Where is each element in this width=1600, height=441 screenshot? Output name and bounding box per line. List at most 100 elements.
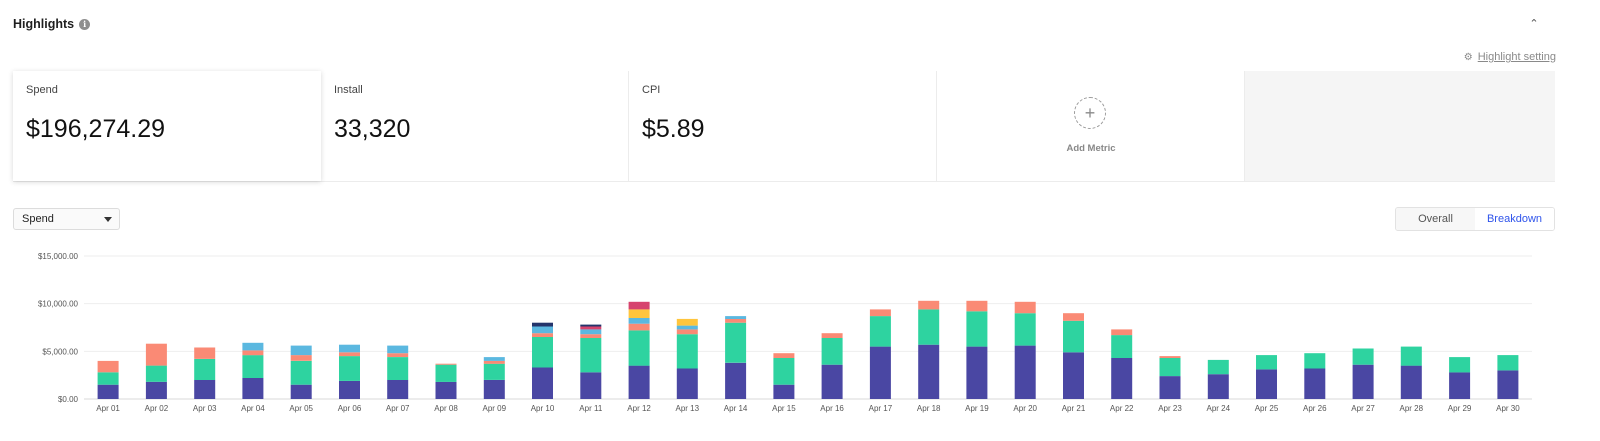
bar-segment[interactable] <box>1207 374 1229 399</box>
bar-segment[interactable] <box>676 329 698 335</box>
bar-segment[interactable] <box>194 379 216 399</box>
bar-segment[interactable] <box>580 334 602 338</box>
bar-segment[interactable] <box>387 353 409 357</box>
bar-segment[interactable] <box>145 365 167 382</box>
bar-segment[interactable] <box>532 326 553 334</box>
bar-segment[interactable] <box>532 333 553 337</box>
bar-segment[interactable] <box>1111 335 1133 358</box>
bar-segment[interactable] <box>242 342 264 351</box>
bar-segment[interactable] <box>725 362 747 399</box>
bar-segment[interactable] <box>966 300 988 312</box>
metric-card-cpi[interactable]: CPI $5.89 <box>629 71 937 181</box>
bar-segment[interactable] <box>483 379 505 399</box>
bar-segment[interactable] <box>532 322 553 327</box>
bar-segment[interactable] <box>1256 369 1277 399</box>
bar-segment[interactable] <box>1063 352 1084 399</box>
bar-segment[interactable] <box>483 363 505 380</box>
bar-segment[interactable] <box>580 329 602 335</box>
bar-segment[interactable] <box>869 316 891 347</box>
bar-segment[interactable] <box>435 381 457 399</box>
bar-segment[interactable] <box>242 378 264 399</box>
bar-segment[interactable] <box>339 352 360 357</box>
bar-segment[interactable] <box>1449 357 1471 373</box>
bar-segment[interactable] <box>773 353 795 358</box>
bar-segment[interactable] <box>290 360 312 385</box>
bar-segment[interactable] <box>725 318 747 323</box>
bar-segment[interactable] <box>628 301 650 310</box>
bar-segment[interactable] <box>387 357 409 380</box>
bar-segment[interactable] <box>1207 359 1229 375</box>
bar-segment[interactable] <box>483 357 505 361</box>
bar-segment[interactable] <box>1449 372 1471 399</box>
bar-segment[interactable] <box>97 384 119 399</box>
bar-segment[interactable] <box>628 365 650 399</box>
highlight-setting-link[interactable]: ⚙ Highlight setting <box>1464 51 1556 63</box>
bar-segment[interactable] <box>580 338 602 373</box>
bar-segment[interactable] <box>1159 356 1181 358</box>
bar-segment[interactable] <box>1352 348 1374 365</box>
bar-segment[interactable] <box>821 333 843 338</box>
bar-segment[interactable] <box>869 309 891 317</box>
bar-segment[interactable] <box>773 358 795 385</box>
bar-segment[interactable] <box>483 360 505 364</box>
bar-segment[interactable] <box>676 318 698 326</box>
bar-segment[interactable] <box>1063 320 1084 353</box>
bar-segment[interactable] <box>676 368 698 400</box>
bar-segment[interactable] <box>725 322 747 363</box>
bar-segment[interactable] <box>918 344 940 399</box>
bar-segment[interactable] <box>580 324 602 327</box>
bar-segment[interactable] <box>97 372 119 385</box>
bar-segment[interactable] <box>145 381 167 399</box>
bar-segment[interactable] <box>1063 313 1084 321</box>
bar-segment[interactable] <box>194 347 216 359</box>
bar-segment[interactable] <box>628 323 650 331</box>
add-metric-button[interactable]: + Add Metric <box>937 71 1245 181</box>
bar-segment[interactable] <box>821 338 843 365</box>
metric-card-spend[interactable]: Spend $196,274.29 <box>13 71 321 181</box>
bar-segment[interactable] <box>1159 358 1181 377</box>
bar-segment[interactable] <box>966 311 988 347</box>
bar-segment[interactable] <box>242 350 264 356</box>
bar-segment[interactable] <box>1014 345 1036 399</box>
bar-segment[interactable] <box>1111 358 1133 399</box>
bar-segment[interactable] <box>580 326 602 330</box>
bar-segment[interactable] <box>339 380 360 399</box>
bar-segment[interactable] <box>145 343 167 366</box>
metric-card-install[interactable]: Install 33,320 <box>321 71 629 181</box>
metric-select[interactable]: Spend <box>13 208 120 230</box>
bar-segment[interactable] <box>339 356 360 381</box>
bar-segment[interactable] <box>1256 355 1277 370</box>
bar-segment[interactable] <box>339 344 360 353</box>
bar-segment[interactable] <box>1497 355 1519 371</box>
bar-segment[interactable] <box>532 367 553 400</box>
bar-segment[interactable] <box>918 300 940 310</box>
breakdown-toggle-button[interactable]: Breakdown <box>1475 208 1554 230</box>
bar-segment[interactable] <box>773 384 795 399</box>
bar-segment[interactable] <box>1400 365 1422 399</box>
bar-segment[interactable] <box>918 309 940 345</box>
bar-segment[interactable] <box>290 384 312 399</box>
bar-segment[interactable] <box>1304 368 1326 400</box>
bar-segment[interactable] <box>1014 301 1036 314</box>
bar-segment[interactable] <box>1304 353 1326 369</box>
bar-segment[interactable] <box>1159 376 1181 399</box>
bar-segment[interactable] <box>1497 370 1519 399</box>
bar-segment[interactable] <box>676 325 698 330</box>
bar-segment[interactable] <box>628 330 650 366</box>
info-icon[interactable]: i <box>79 18 91 30</box>
bar-segment[interactable] <box>97 360 119 373</box>
bar-segment[interactable] <box>290 355 312 361</box>
bar-segment[interactable] <box>676 334 698 369</box>
bar-segment[interactable] <box>532 337 553 368</box>
bar-segment[interactable] <box>821 364 843 399</box>
bar-segment[interactable] <box>387 379 409 399</box>
bar-segment[interactable] <box>628 309 650 318</box>
bar-segment[interactable] <box>966 346 988 399</box>
chevron-up-icon[interactable]: ⌃ <box>1529 17 1539 30</box>
bar-segment[interactable] <box>194 359 216 380</box>
bar-segment[interactable] <box>725 316 747 319</box>
bar-segment[interactable] <box>580 372 602 399</box>
bar-segment[interactable] <box>1014 313 1036 346</box>
bar-segment[interactable] <box>290 345 312 356</box>
bar-segment[interactable] <box>435 364 457 382</box>
